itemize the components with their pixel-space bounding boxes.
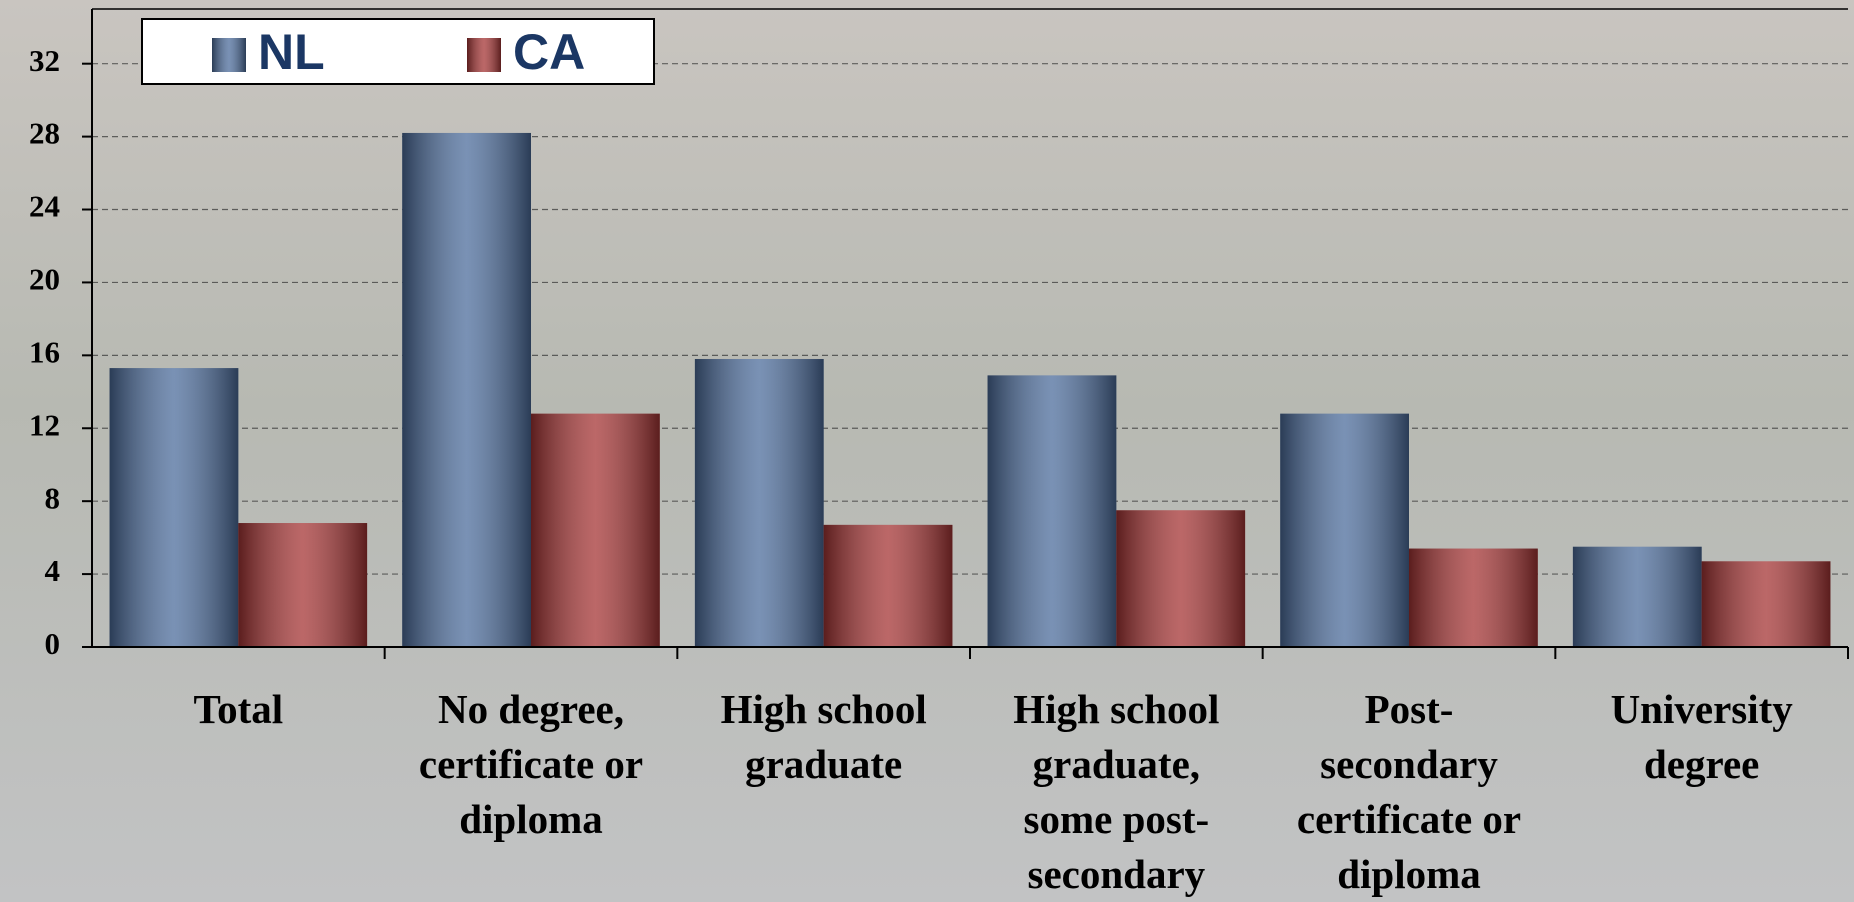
bar (1116, 510, 1246, 647)
x-tick-label-line: degree (1644, 741, 1759, 787)
bar (1409, 548, 1538, 647)
bar (109, 368, 239, 647)
bar (987, 375, 1117, 647)
bar (402, 132, 531, 647)
bar (1701, 561, 1831, 647)
x-tick-label-line: Total (194, 686, 284, 732)
x-tick-label-line: some post- (1024, 796, 1210, 842)
x-tick-label-line: certificate or (419, 741, 643, 787)
x-tick-label-line: No degree, (438, 686, 624, 732)
y-tick-label: 4 (45, 553, 61, 588)
y-tick-label: 20 (29, 262, 60, 297)
bar (1572, 546, 1702, 647)
legend-label: CA (513, 24, 585, 80)
x-tick-label-line: graduate (745, 741, 902, 787)
y-tick-label: 8 (45, 480, 61, 515)
x-tick-label-line: High school (1013, 686, 1219, 732)
x-tick-label: University degree (1611, 686, 1794, 787)
bar (238, 523, 368, 647)
y-tick-label: 12 (29, 407, 60, 442)
x-tick-label: High school graduate (721, 686, 927, 787)
x-tick-label-line: secondary (1028, 851, 1206, 897)
legend-label: NL (258, 24, 325, 80)
x-tick-label-line: diploma (1337, 851, 1481, 897)
y-tick-label: 24 (29, 189, 60, 224)
x-tick-label-line: Post- (1365, 686, 1454, 732)
x-tick-label-line: graduate, (1033, 741, 1200, 787)
y-tick-label: 0 (45, 626, 61, 661)
bar (1280, 413, 1409, 647)
bar (823, 524, 953, 647)
x-tick-label-line: secondary (1320, 741, 1498, 787)
x-tick-label: Post-secondary certificate or diploma (1297, 686, 1521, 897)
x-tick-label: High school graduate, some post-secondary (1013, 686, 1219, 897)
x-tick-label-line: diploma (459, 796, 603, 842)
x-tick-label-line: University (1611, 686, 1794, 732)
y-tick-label: 16 (29, 334, 60, 369)
y-tick-label: 32 (29, 43, 60, 78)
bar (694, 358, 824, 647)
x-tick-label: No degree, certificate or diploma (419, 686, 643, 842)
bar (531, 413, 660, 647)
legend-swatch-shading (467, 38, 501, 72)
legend-swatch-shading (212, 38, 246, 72)
x-tick-label-line: High school (721, 686, 927, 732)
x-tick-label-line: certificate or (1297, 796, 1521, 842)
y-tick-label: 28 (29, 116, 60, 151)
x-tick-label: Total (194, 686, 284, 732)
